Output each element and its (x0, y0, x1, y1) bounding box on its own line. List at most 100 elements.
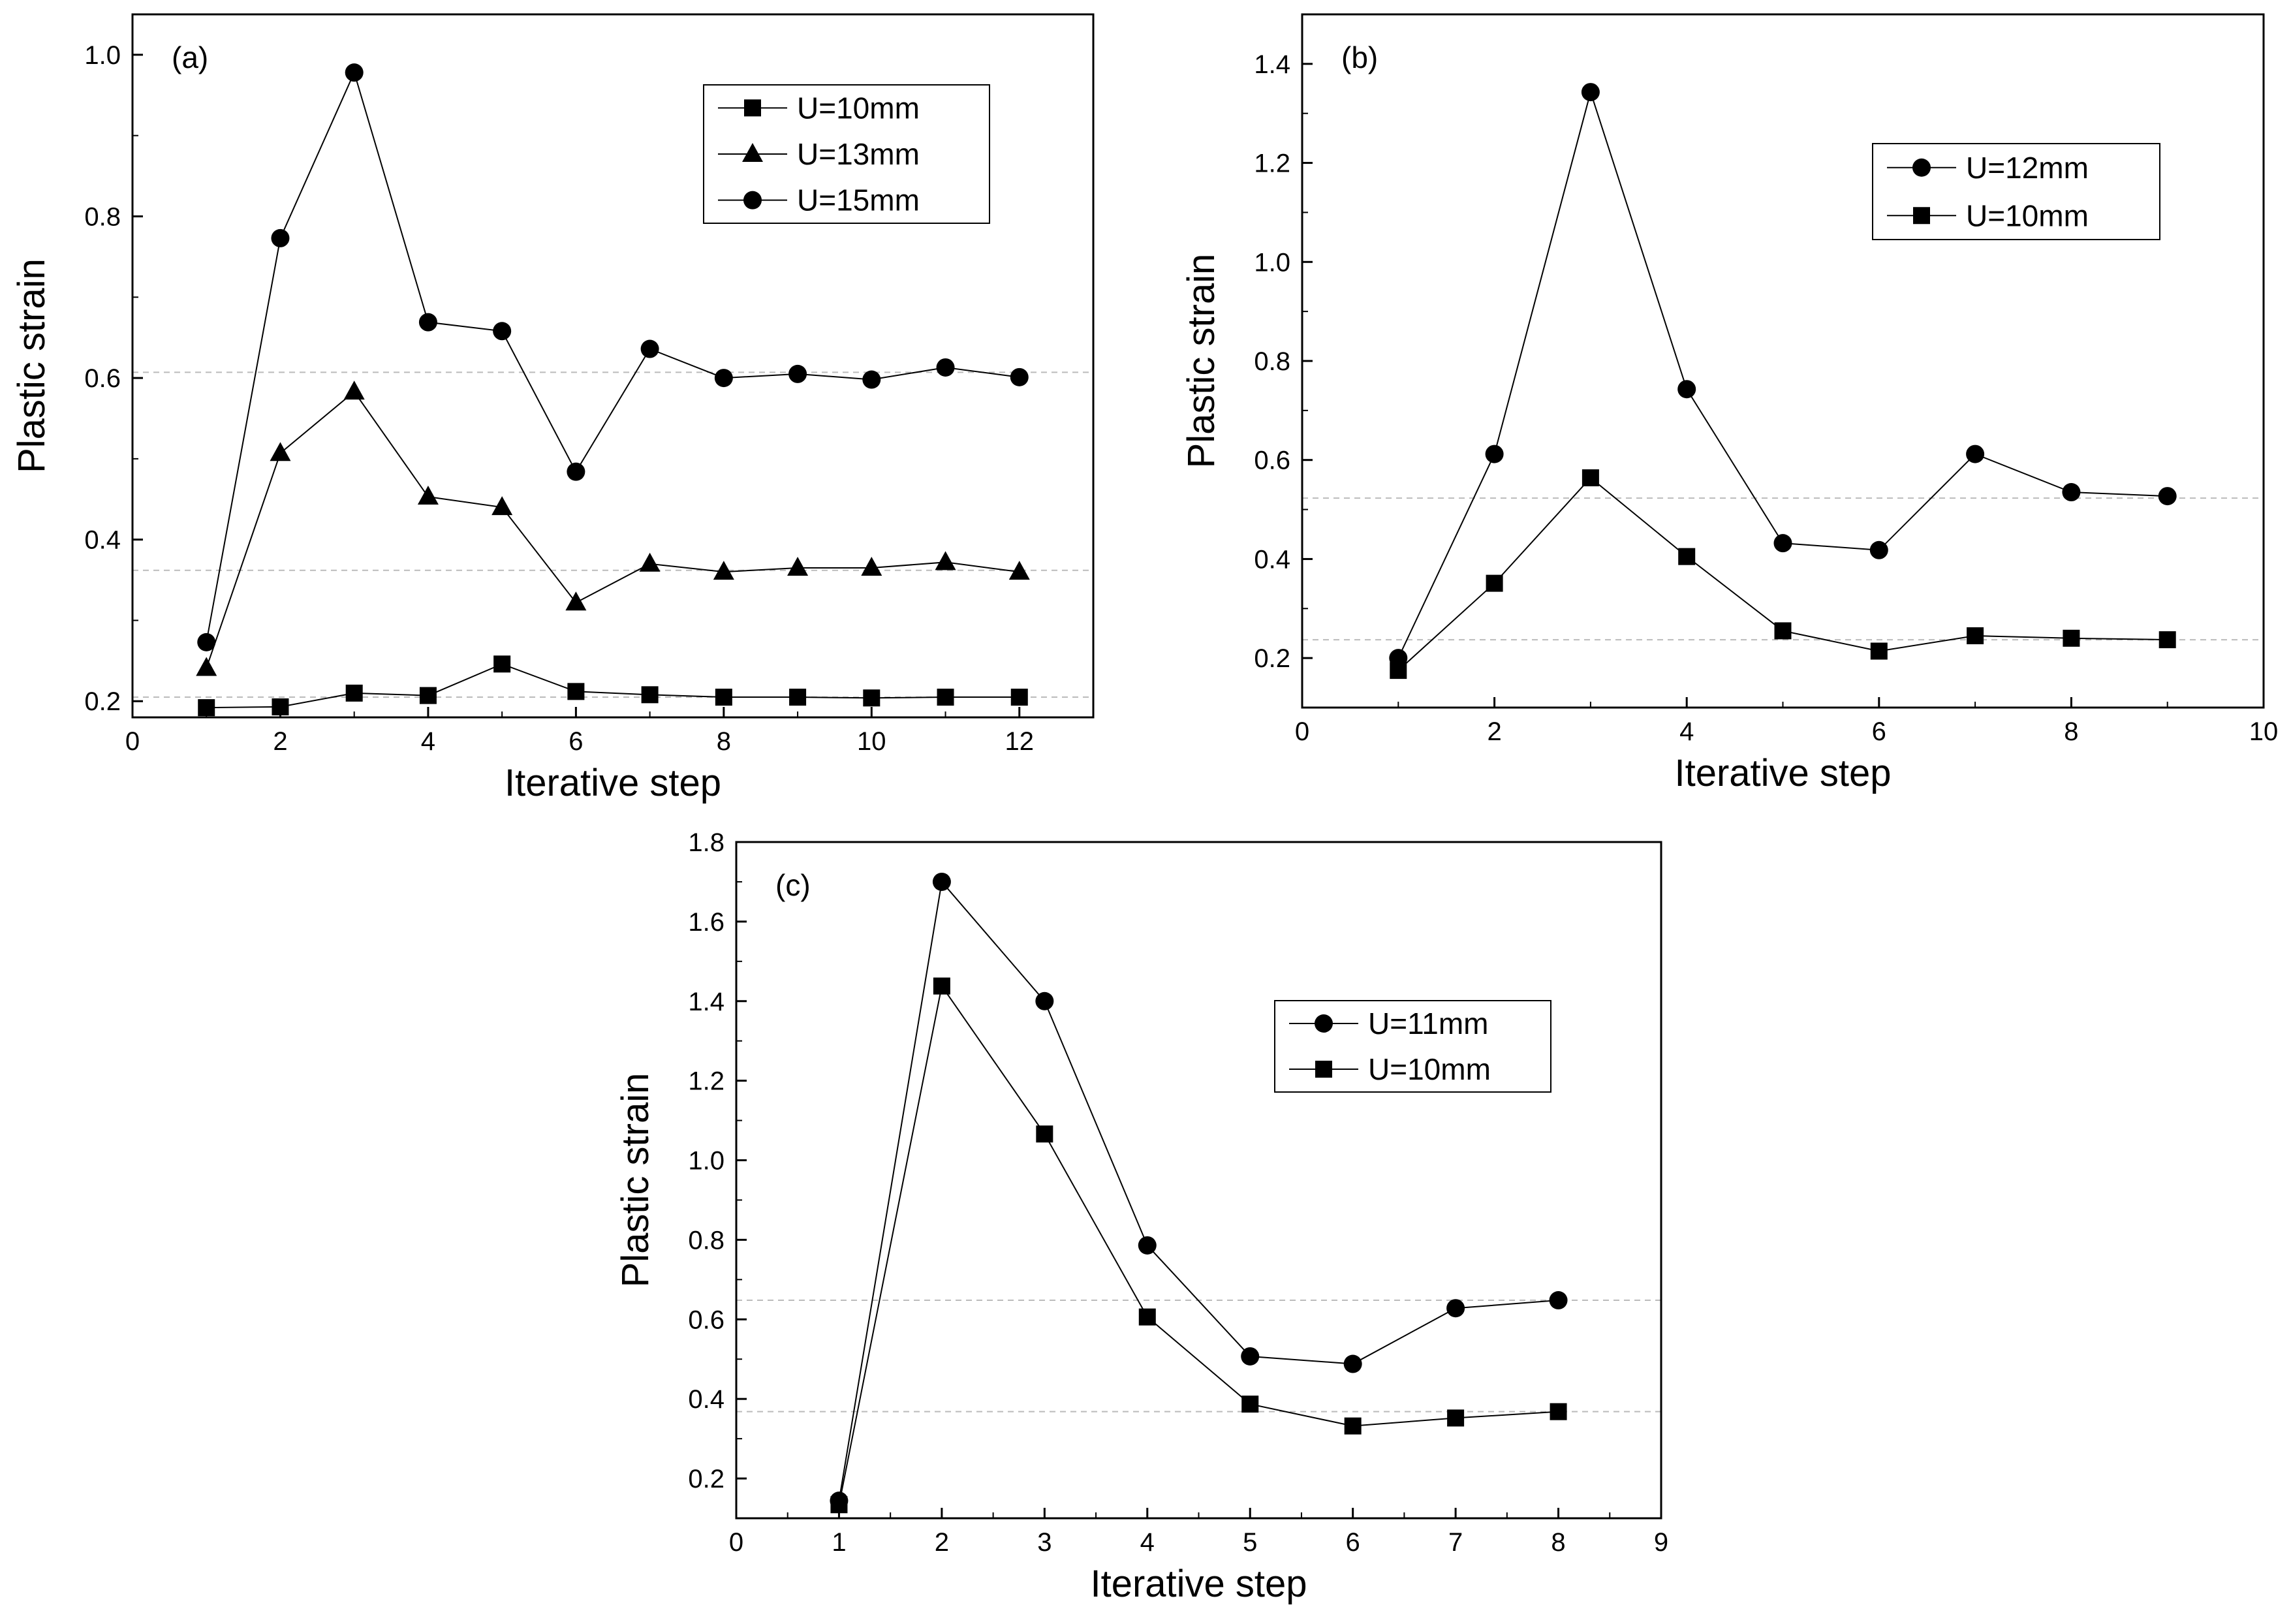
data-point-square (1010, 689, 1028, 706)
data-point-square (830, 1496, 848, 1514)
x-tick-label: 1 (832, 1528, 846, 1557)
panel-label: (b) (1341, 40, 1378, 74)
series-line-U=10mm (206, 663, 1020, 709)
y-tick-label: 0.8 (688, 1226, 725, 1255)
x-tick-label: 9 (1654, 1528, 1668, 1557)
data-point-square (198, 699, 215, 717)
data-point-square (2063, 629, 2080, 647)
y-tick-label: 1.0 (84, 41, 121, 70)
chart-panel-1: 0 2 4 6 8 10 0.2 0.4 0.6 0.8 1.0 1.2 1.4 Iterative st… (1180, 13, 2279, 794)
data-point-circle (1343, 1354, 1362, 1373)
data-point-circle (2062, 483, 2081, 502)
x-tick-label: 2 (1487, 717, 1501, 746)
y-tick-label: 0.4 (84, 526, 121, 555)
series-line-U=13mm (206, 390, 1020, 668)
legend-marker-circle (743, 191, 762, 210)
legend-label: U=15mm (797, 183, 920, 217)
legend-marker-square (1315, 1061, 1332, 1078)
data-point-triangle (196, 657, 217, 676)
x-axis-title: Iterative step (505, 762, 721, 804)
y-tick-label: 1.4 (1254, 50, 1290, 79)
data-point-triangle (1008, 561, 1030, 580)
series-line-U=10mm (1397, 476, 2168, 671)
legend-label: U=11mm (1368, 1007, 1488, 1040)
legend-marker-square (1913, 207, 1930, 225)
data-point-square (1036, 1125, 1053, 1143)
data-point-square (493, 655, 511, 673)
plot-frame (131, 13, 1095, 719)
data-point-circle (640, 339, 659, 358)
data-point-square (1870, 642, 1888, 660)
series-line-U=11mm (838, 880, 1559, 1501)
panel-label: (a) (172, 40, 208, 74)
data-point-square (1582, 469, 1599, 487)
x-axis-title: Iterative step (1674, 752, 1891, 794)
data-point-circle (932, 872, 951, 891)
data-point-square (1774, 622, 1792, 640)
y-tick-label: 0.6 (688, 1305, 725, 1334)
x-tick-label: 10 (857, 727, 886, 756)
y-tick-label: 0.2 (1254, 644, 1290, 673)
data-point-circle (1966, 445, 1985, 463)
series-line-U=15mm (206, 70, 1020, 643)
data-point-square (1390, 662, 1407, 679)
x-tick-label: 10 (2249, 717, 2279, 746)
data-point-circle (1138, 1236, 1157, 1255)
y-tick-label: 0.2 (688, 1465, 725, 1493)
panel-label: (c) (775, 868, 811, 902)
x-tick-label: 2 (935, 1528, 949, 1557)
data-point-square (567, 683, 585, 700)
y-tick-label: 1.6 (688, 908, 725, 937)
data-point-circle (197, 632, 216, 651)
data-point-square (937, 689, 954, 706)
data-point-triangle (861, 556, 882, 576)
data-point-triangle (491, 496, 513, 516)
data-point-triangle (343, 381, 365, 400)
data-point-circle (1035, 992, 1054, 1010)
data-point-circle (1581, 83, 1600, 102)
data-point-circle (1549, 1291, 1568, 1310)
plot-frame (1301, 13, 2265, 709)
data-point-circle (1485, 445, 1504, 463)
x-tick-label: 2 (273, 727, 287, 756)
data-point-circle (1869, 540, 1888, 559)
y-tick-label: 1.4 (688, 988, 725, 1016)
data-point-circle (1446, 1299, 1465, 1318)
data-point-circle (788, 364, 807, 383)
y-tick-label: 1.0 (688, 1147, 725, 1176)
data-point-square (1486, 574, 1503, 592)
data-point-circle (567, 462, 585, 481)
legend-marker-square (744, 99, 761, 117)
x-tick-label: 8 (1551, 1528, 1565, 1557)
x-tick-label: 4 (1679, 717, 1694, 746)
y-tick-label: 0.6 (84, 364, 121, 393)
x-tick-label: 0 (125, 727, 140, 756)
legend-label: U=10mm (1966, 198, 2089, 232)
y-tick-label: 1.0 (1254, 248, 1290, 277)
x-tick-label: 6 (569, 727, 583, 756)
legend-marker-circle (1912, 158, 1931, 177)
data-point-triangle (787, 556, 809, 576)
data-point-triangle (639, 552, 661, 572)
series-line-U=10mm (838, 984, 1559, 1505)
x-tick-label: 4 (1140, 1528, 1155, 1557)
data-point-circle (418, 313, 437, 332)
x-tick-label: 6 (1872, 717, 1886, 746)
x-axis-title: Iterative step (1090, 1563, 1307, 1605)
data-point-triangle (565, 591, 587, 611)
data-point-square (789, 689, 807, 706)
legend-label: U=13mm (797, 137, 920, 171)
data-point-circle (1773, 534, 1792, 553)
data-point-circle (862, 370, 881, 389)
y-tick-label: 1.2 (688, 1067, 725, 1096)
data-point-circle (936, 358, 955, 377)
chart-panel-0: 0 2 4 6 8 10 12 0.2 0.4 0.6 0.8 1.0 Iterative step Pl… (10, 13, 1095, 804)
data-point-circle (271, 228, 290, 247)
y-tick-label: 0.8 (84, 202, 121, 231)
y-tick-label: 0.4 (688, 1385, 725, 1414)
data-point-square (641, 686, 659, 704)
x-tick-label: 12 (1005, 727, 1035, 756)
data-point-square (1344, 1417, 1362, 1435)
data-point-square (1138, 1308, 1156, 1326)
